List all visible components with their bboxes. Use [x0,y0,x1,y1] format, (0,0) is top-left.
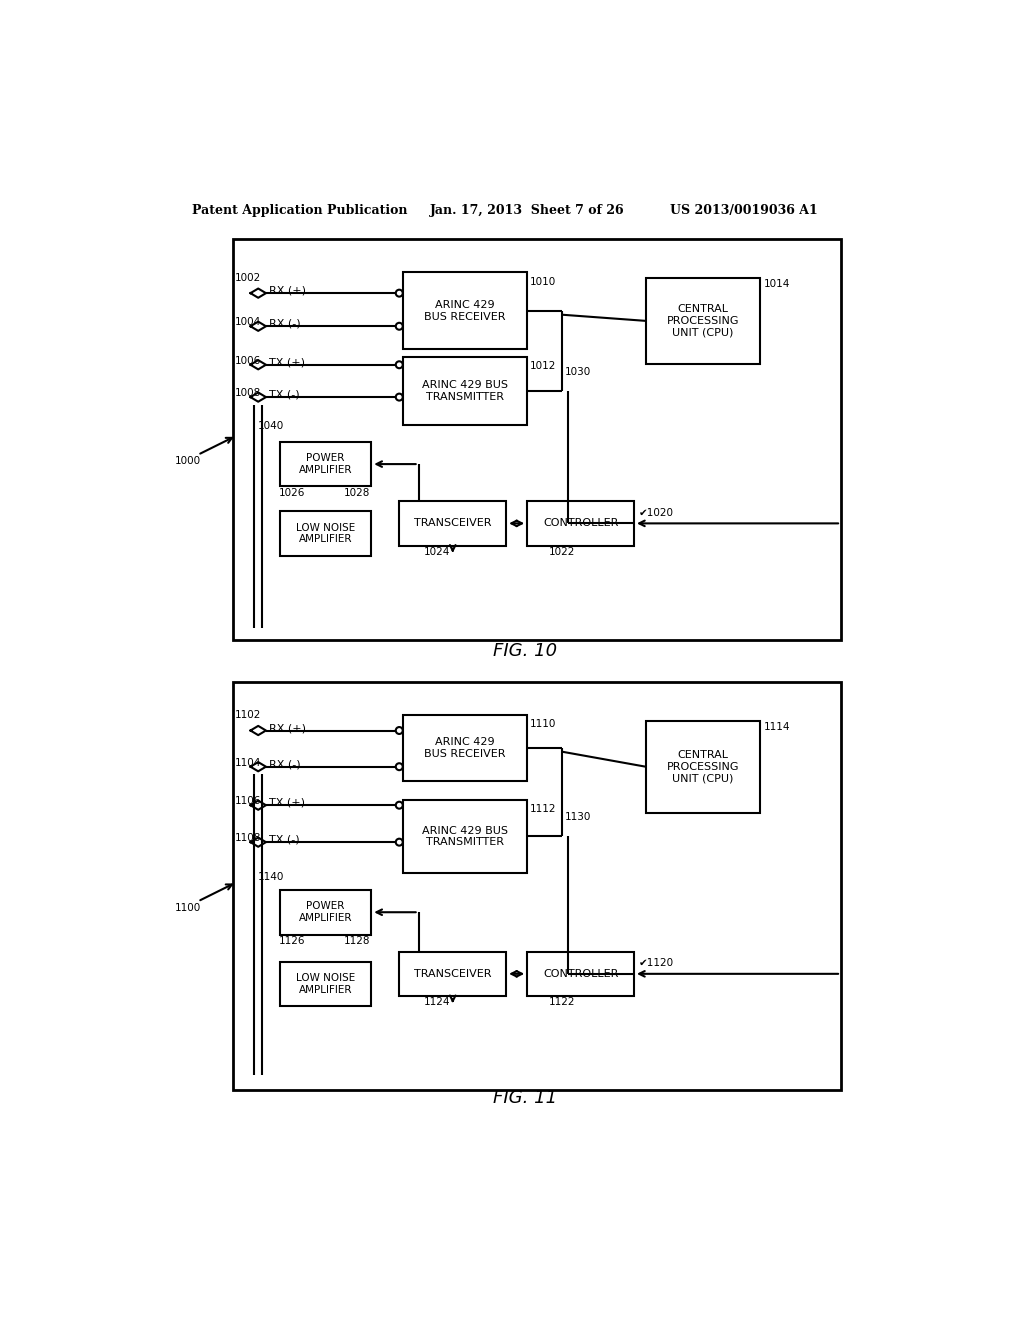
Text: 1108: 1108 [234,833,261,843]
Text: 1014: 1014 [764,279,790,289]
Bar [646,721,761,813]
Bar [232,682,841,1090]
Bar [527,952,634,997]
Text: TRANSCEIVER: TRANSCEIVER [414,519,492,528]
Polygon shape [251,289,266,298]
Text: 1124: 1124 [424,998,451,1007]
Bar [280,961,372,1006]
Bar [646,277,761,364]
Text: ARINC 429
BUS RECEIVER: ARINC 429 BUS RECEIVER [424,300,506,322]
Text: 1024: 1024 [424,546,451,557]
Text: TX (+): TX (+) [269,358,305,367]
Text: CENTRAL
PROCESSING
UNIT (CPU): CENTRAL PROCESSING UNIT (CPU) [667,750,739,783]
Text: RX (-): RX (-) [269,759,301,770]
Circle shape [395,838,402,846]
Text: 1130: 1130 [565,812,592,822]
Polygon shape [251,392,266,401]
Text: ARINC 429 BUS
TRANSMITTER: ARINC 429 BUS TRANSMITTER [422,825,508,847]
Text: 1022: 1022 [549,546,575,557]
Bar [403,715,527,780]
Text: 1112: 1112 [530,804,557,814]
Circle shape [395,393,402,400]
Bar [527,502,634,545]
Text: 1104: 1104 [234,758,261,768]
Bar [403,358,527,425]
Text: TX (-): TX (-) [269,834,300,845]
Polygon shape [251,360,266,370]
Text: 1006: 1006 [234,356,261,366]
Text: 1026: 1026 [279,487,305,498]
Text: 1128: 1128 [344,936,371,945]
Text: TX (+): TX (+) [269,797,305,808]
Text: RX (+): RX (+) [269,723,306,733]
Text: 1004: 1004 [234,317,261,327]
Circle shape [395,289,402,297]
Text: 1040: 1040 [258,421,285,432]
Text: ARINC 429 BUS
TRANSMITTER: ARINC 429 BUS TRANSMITTER [422,380,508,401]
Polygon shape [251,838,266,847]
Bar [280,442,372,487]
Text: 1100: 1100 [174,903,201,912]
Text: TX (-): TX (-) [269,389,300,400]
Text: ARINC 429
BUS RECEIVER: ARINC 429 BUS RECEIVER [424,737,506,759]
Text: 1008: 1008 [234,388,261,399]
Circle shape [395,727,402,734]
Text: CENTRAL
PROCESSING
UNIT (CPU): CENTRAL PROCESSING UNIT (CPU) [667,305,739,338]
Circle shape [395,763,402,770]
Text: CONTROLLER: CONTROLLER [543,519,618,528]
Bar [280,890,372,935]
Text: 1110: 1110 [530,719,557,730]
Text: TRANSCEIVER: TRANSCEIVER [414,969,492,979]
Text: 1122: 1122 [549,998,575,1007]
Text: 1140: 1140 [258,871,285,882]
Polygon shape [251,726,266,735]
Text: US 2013/0019036 A1: US 2013/0019036 A1 [671,205,818,218]
Text: POWER
AMPLIFIER: POWER AMPLIFIER [299,902,352,923]
Bar [254,411,665,632]
Polygon shape [251,800,266,810]
Bar [403,272,527,350]
Text: CONTROLLER: CONTROLLER [543,969,618,979]
Text: 1012: 1012 [530,362,557,371]
Polygon shape [251,322,266,331]
Text: 1106: 1106 [234,796,261,807]
Circle shape [395,801,402,809]
Text: RX (+): RX (+) [269,286,306,296]
Text: Patent Application Publication: Patent Application Publication [191,205,408,218]
Bar [399,502,506,545]
Circle shape [395,323,402,330]
Text: FIG. 11: FIG. 11 [493,1089,557,1106]
Text: RX (-): RX (-) [269,319,301,329]
Text: 1030: 1030 [565,367,591,376]
Text: ✔1120: ✔1120 [639,958,674,968]
Bar [232,239,841,640]
Text: 1102: 1102 [234,710,261,721]
Bar [254,862,665,1078]
Text: 1002: 1002 [234,273,261,282]
Text: 1028: 1028 [344,487,371,498]
Text: Jan. 17, 2013  Sheet 7 of 26: Jan. 17, 2013 Sheet 7 of 26 [430,205,625,218]
Text: FIG. 10: FIG. 10 [493,643,557,660]
Text: 1126: 1126 [279,936,305,945]
Bar [399,952,506,997]
Circle shape [395,362,402,368]
Text: ✔1020: ✔1020 [639,508,674,517]
Text: 1010: 1010 [530,277,556,286]
Text: LOW NOISE
AMPLIFIER: LOW NOISE AMPLIFIER [296,523,355,544]
Text: 1000: 1000 [174,455,201,466]
Polygon shape [251,762,266,771]
Text: POWER
AMPLIFIER: POWER AMPLIFIER [299,453,352,475]
Bar [264,746,305,788]
Bar [403,800,527,873]
Text: 1114: 1114 [764,722,790,731]
Bar [280,511,372,556]
Bar [264,376,305,416]
Text: LOW NOISE
AMPLIFIER: LOW NOISE AMPLIFIER [296,973,355,995]
